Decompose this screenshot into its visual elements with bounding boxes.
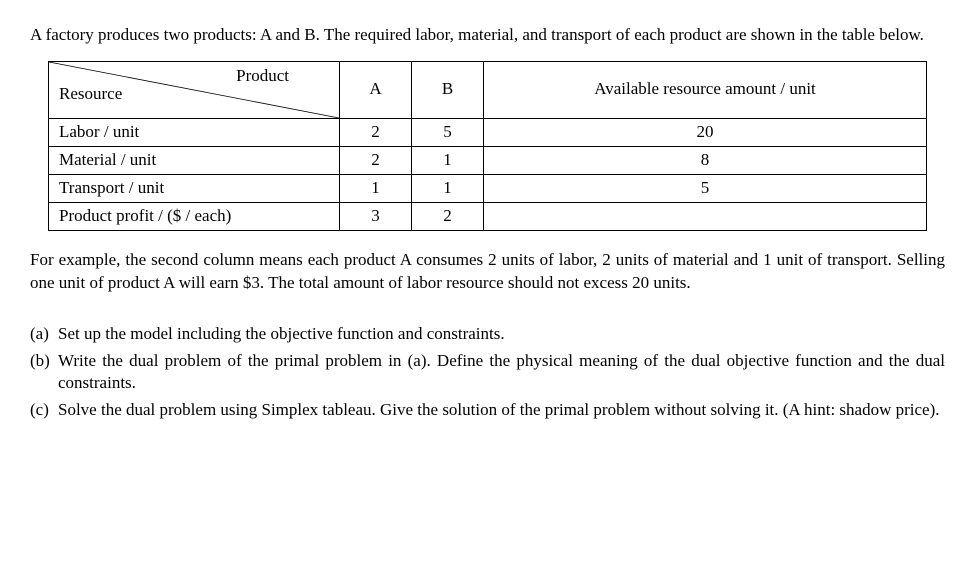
header-product: Product [236, 65, 289, 88]
cell-avail: 5 [484, 174, 927, 202]
row-label: Product profit / ($ / each) [49, 202, 340, 230]
cell-a: 2 [340, 118, 412, 146]
cell-b: 5 [412, 118, 484, 146]
resource-table-container: Product Resource A B Available resource … [30, 61, 945, 231]
row-label: Labor / unit [49, 118, 340, 146]
cell-avail [484, 202, 927, 230]
cell-a: 3 [340, 202, 412, 230]
header-resource: Resource [59, 83, 122, 106]
question-text: Set up the model including the objective… [58, 323, 945, 346]
cell-b: 1 [412, 146, 484, 174]
cell-a: 1 [340, 174, 412, 202]
question-item: (c) Solve the dual problem using Simplex… [30, 399, 945, 422]
table-row: Product profit / ($ / each) 3 2 [49, 202, 927, 230]
cell-b: 1 [412, 174, 484, 202]
header-col-b: B [412, 61, 484, 118]
header-col-avail: Available resource amount / unit [484, 61, 927, 118]
example-paragraph: For example, the second column means eac… [30, 249, 945, 295]
cell-b: 2 [412, 202, 484, 230]
cell-avail: 20 [484, 118, 927, 146]
row-label: Material / unit [49, 146, 340, 174]
header-col-a: A [340, 61, 412, 118]
table-row: Transport / unit 1 1 5 [49, 174, 927, 202]
table-row: Labor / unit 2 5 20 [49, 118, 927, 146]
intro-paragraph: A factory produces two products: A and B… [30, 24, 945, 47]
question-item: (b) Write the dual problem of the primal… [30, 350, 945, 396]
diagonal-header-cell: Product Resource [49, 61, 340, 118]
questions-list: (a) Set up the model including the objec… [30, 323, 945, 423]
row-label: Transport / unit [49, 174, 340, 202]
question-text: Solve the dual problem using Simplex tab… [58, 399, 945, 422]
resource-table: Product Resource A B Available resource … [48, 61, 927, 231]
cell-a: 2 [340, 146, 412, 174]
question-marker: (a) [30, 323, 58, 346]
question-marker: (c) [30, 399, 58, 422]
question-marker: (b) [30, 350, 58, 396]
table-row: Material / unit 2 1 8 [49, 146, 927, 174]
table-header-row: Product Resource A B Available resource … [49, 61, 927, 118]
question-item: (a) Set up the model including the objec… [30, 323, 945, 346]
question-text: Write the dual problem of the primal pro… [58, 350, 945, 396]
cell-avail: 8 [484, 146, 927, 174]
